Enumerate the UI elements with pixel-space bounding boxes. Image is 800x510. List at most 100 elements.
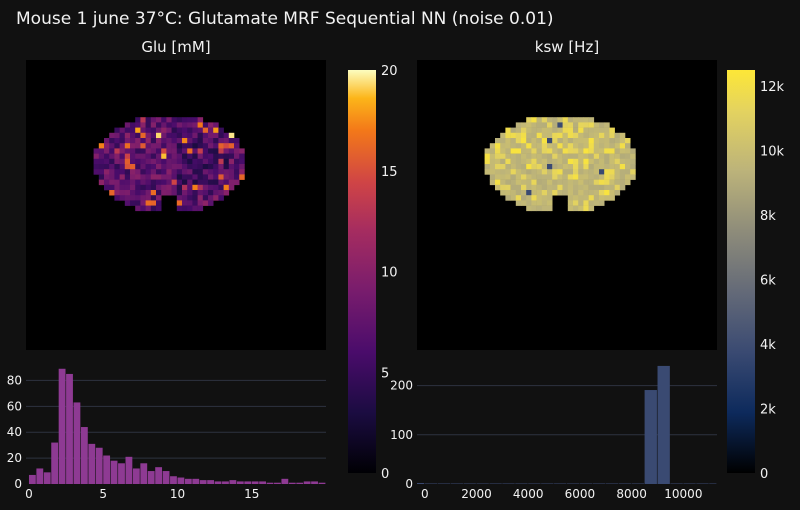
map-pixel [213, 148, 219, 154]
map-pixel [541, 190, 548, 196]
ksw-colorbar: 12k 10k 8k 6k 4k 2k 0 [727, 70, 785, 482]
map-pixel [557, 158, 563, 165]
ksw-colorbar-tick-label: 10k [760, 145, 785, 160]
map-pixel [145, 184, 152, 191]
map-pixel [150, 184, 157, 191]
map-pixel [578, 169, 584, 175]
map-pixel [223, 164, 230, 170]
map-pixel [161, 179, 167, 186]
map-pixel [161, 174, 167, 180]
map-pixel [109, 174, 115, 180]
map-pixel [176, 190, 183, 196]
map-pixel [614, 158, 621, 165]
map-pixel [609, 148, 615, 154]
map-pixel [547, 205, 553, 212]
map-pixel [176, 138, 183, 144]
map-pixel [166, 117, 172, 123]
glu-hist-bar [155, 467, 163, 484]
map-pixel [495, 164, 501, 170]
map-pixel [192, 153, 198, 160]
map-pixel [192, 200, 198, 206]
map-pixel [562, 132, 569, 139]
map-pixel [182, 158, 188, 165]
map-pixel [588, 174, 595, 180]
map-pixel [150, 190, 157, 196]
map-pixel [187, 117, 193, 123]
glu-hist-bar [274, 482, 281, 484]
map-pixel [547, 138, 553, 144]
map-pixel [114, 153, 120, 160]
map-pixel [604, 138, 610, 144]
ksw-colorbar-gradient [727, 70, 755, 473]
ksw-hist-xtick-label: 8000 [616, 487, 647, 501]
map-pixel [526, 200, 532, 206]
map-pixel [625, 174, 631, 180]
map-pixel [187, 195, 193, 201]
map-pixel [609, 153, 615, 160]
map-pixel [187, 184, 193, 191]
map-pixel [510, 138, 517, 144]
map-pixel [218, 164, 224, 170]
map-pixel [130, 138, 136, 144]
map-pixel [567, 169, 574, 175]
map-pixel [114, 138, 120, 144]
map-pixel [614, 143, 621, 149]
map-pixel [526, 169, 532, 175]
map-pixel [578, 200, 584, 206]
map-pixel [521, 169, 527, 175]
map-pixel [599, 122, 605, 128]
map-pixel [588, 148, 595, 154]
map-pixel [109, 164, 115, 170]
map-pixel [135, 122, 141, 128]
map-pixel [202, 143, 209, 149]
map-pixel [187, 174, 193, 180]
map-pixel [161, 164, 167, 170]
map-pixel [192, 138, 198, 144]
map-pixel [140, 127, 146, 134]
map-pixel [505, 143, 511, 149]
map-pixel [150, 200, 157, 206]
map-pixel [114, 169, 120, 175]
map-pixel [182, 143, 188, 149]
glu-hist-bar [296, 482, 304, 484]
map-pixel [135, 138, 141, 144]
map-pixel [515, 153, 522, 160]
map-pixel [604, 195, 610, 201]
map-pixel [557, 179, 563, 186]
map-pixel [604, 148, 610, 154]
map-pixel [98, 143, 105, 149]
map-pixel [124, 158, 131, 165]
map-pixel [156, 122, 162, 128]
map-pixel [197, 195, 204, 201]
map-pixel [161, 169, 167, 175]
map-pixel [614, 153, 621, 160]
map-pixel [541, 148, 548, 154]
ksw-hist-xtick-label: 0 [421, 487, 429, 501]
map-pixel [171, 132, 178, 139]
map-pixel [619, 138, 626, 144]
map-pixel [547, 200, 553, 206]
map-pixel [547, 143, 553, 149]
map-pixel [562, 117, 569, 123]
map-pixel [223, 174, 230, 180]
map-pixel [228, 158, 235, 165]
map-pixel [109, 190, 115, 196]
glu-hist-bar [311, 481, 318, 484]
glu-hist-bar [192, 478, 200, 484]
glu-hist-bar [51, 442, 59, 484]
map-pixel [228, 148, 235, 154]
map-pixel [202, 190, 209, 196]
map-pixel [124, 190, 131, 196]
glu-hist-xtick-label: 10 [170, 487, 185, 501]
map-pixel [119, 184, 126, 191]
map-pixel [130, 179, 136, 186]
map-pixel [156, 190, 162, 196]
map-pixel [223, 179, 230, 186]
glu-hist-bar [103, 455, 111, 484]
glu-hist-bar [147, 471, 155, 484]
map-pixel [171, 190, 178, 196]
map-pixel [140, 117, 146, 123]
map-pixel [489, 143, 496, 149]
map-pixel [104, 174, 110, 180]
map-pixel [489, 169, 496, 175]
